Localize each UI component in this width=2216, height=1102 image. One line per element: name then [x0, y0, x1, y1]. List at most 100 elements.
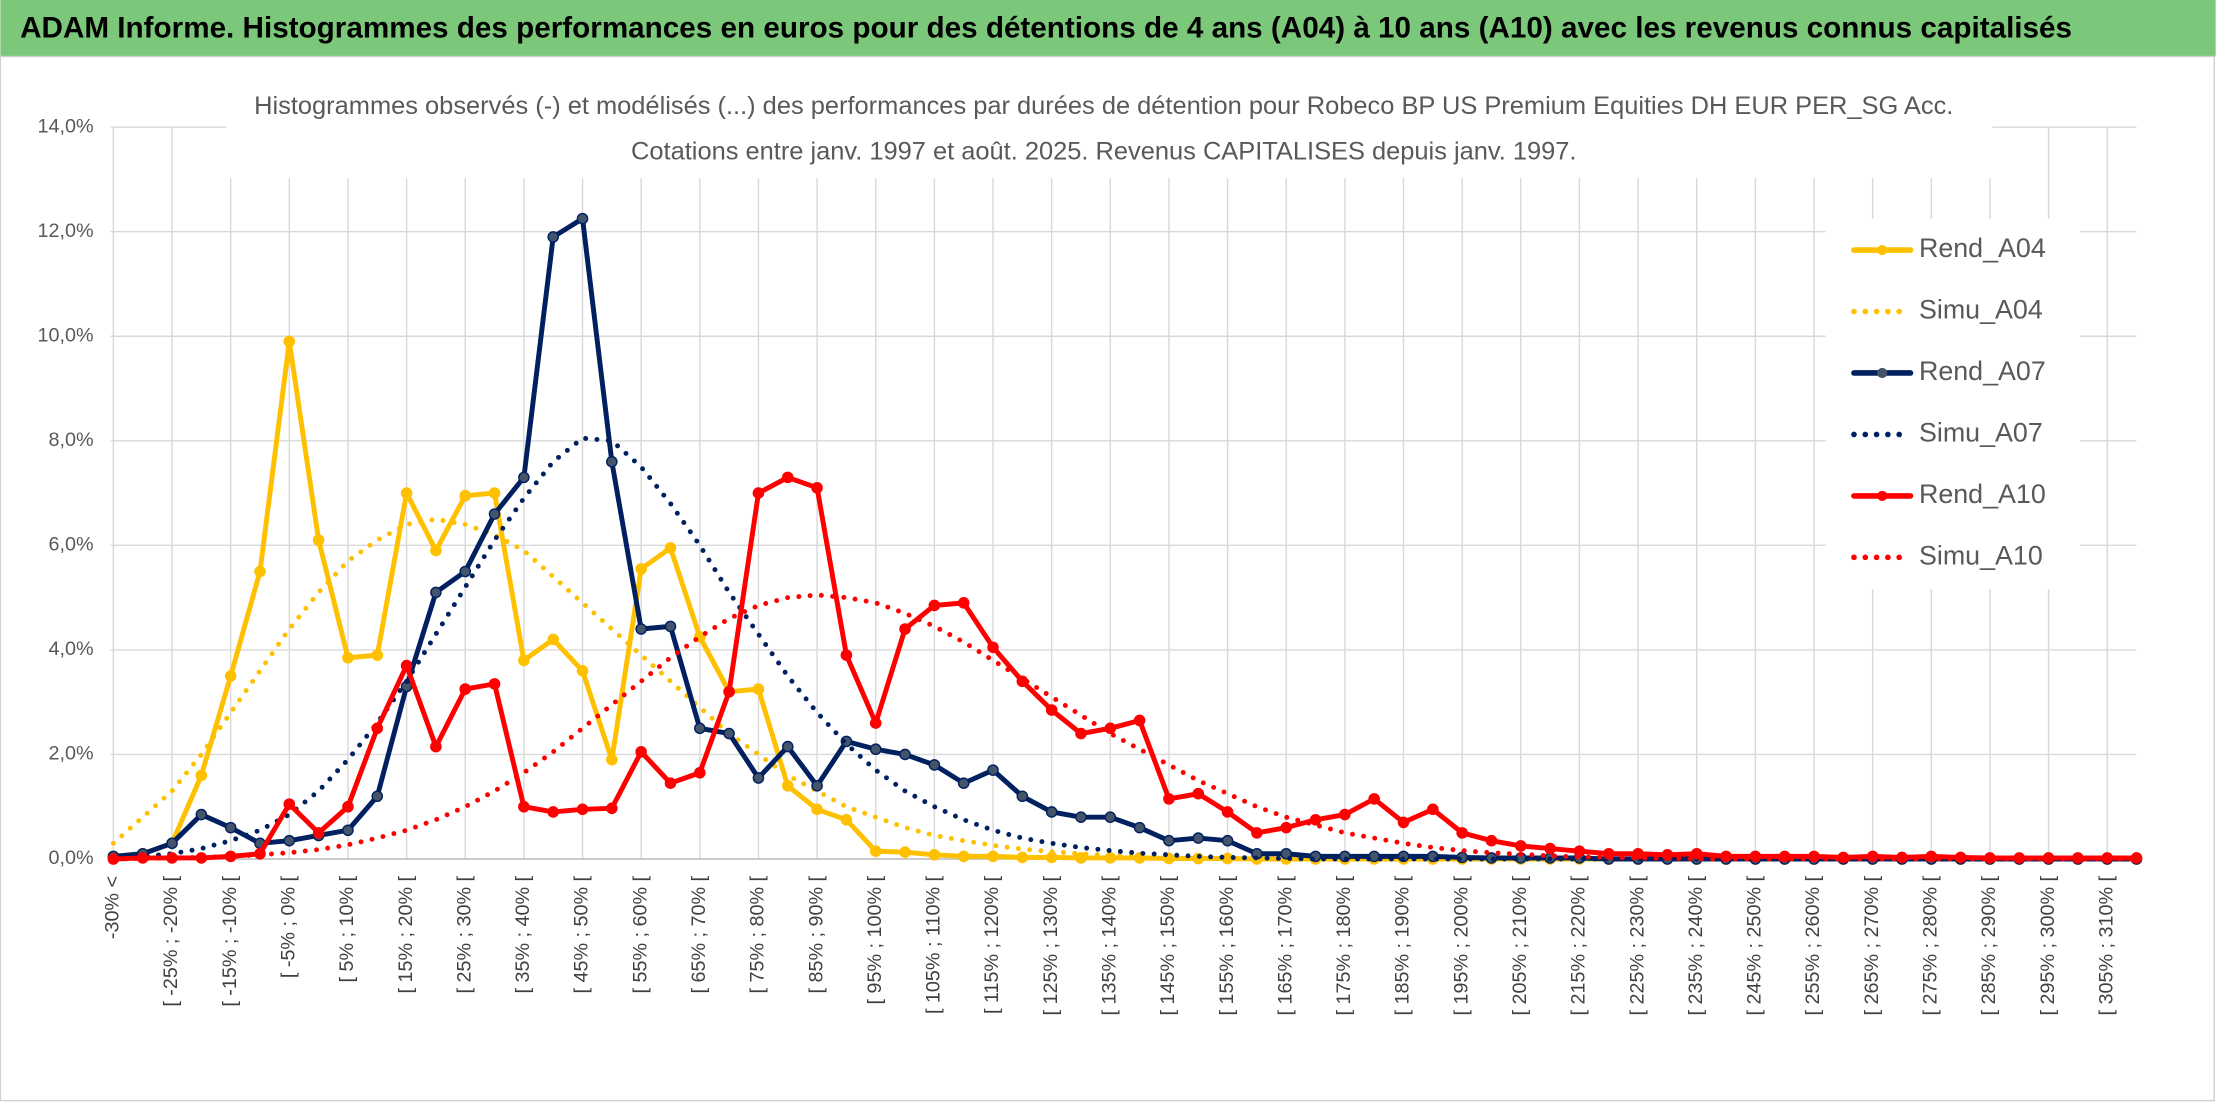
- series-marker: [1075, 811, 1087, 823]
- x-tick-label: [ 65% ; 70% [: [688, 875, 710, 993]
- series-marker: [400, 659, 413, 672]
- legend-marker: [1877, 244, 1888, 256]
- series-marker: [224, 821, 237, 834]
- chart-subtitle: Cotations entre janv. 1997 et août. 2025…: [631, 137, 1576, 165]
- series-marker: [1251, 827, 1263, 839]
- series-marker: [811, 482, 823, 494]
- x-tick-label: [ 215% ; 220% [: [1568, 875, 1590, 1015]
- series-marker: [1309, 813, 1322, 826]
- series-marker: [283, 834, 296, 847]
- series-marker: [547, 231, 559, 243]
- series-marker: [254, 565, 266, 578]
- series-marker: [166, 837, 178, 850]
- series-marker: [1485, 834, 1498, 847]
- series-marker: [1397, 816, 1410, 829]
- series-marker: [459, 489, 472, 502]
- series-marker: [1133, 821, 1146, 834]
- y-tick-label: 12,0%: [38, 220, 94, 242]
- x-tick-label: [ 245% ; 250% [: [1744, 875, 1766, 1015]
- series-marker: [312, 534, 325, 546]
- series-marker: [283, 335, 296, 348]
- legend-label: Simu_A04: [1919, 295, 2043, 325]
- x-tick-label: [ 145% ; 150% [: [1157, 875, 1179, 1015]
- series-marker: [1016, 790, 1029, 803]
- plot: 0,0% 2,0% 4,0% 6,0% 8,0% 10,0% 12,0% 14,0% -30% …: [38, 115, 2143, 1015]
- series-line: [110, 474, 2140, 862]
- series-marker: [1163, 793, 1175, 805]
- x-tick-label: -30% <: [102, 876, 124, 939]
- series-marker: [635, 746, 647, 758]
- x-tick-label: [ 275% ; 280% [: [1920, 875, 1942, 1015]
- series-marker: [1133, 714, 1146, 727]
- x-tick-label: [ 85% ; 90% [: [805, 875, 827, 993]
- series-marker: [1163, 834, 1175, 847]
- series-marker: [869, 743, 882, 756]
- series-marker: [1104, 722, 1117, 735]
- series-marker: [987, 850, 999, 863]
- y-tick-label: 10,0%: [38, 324, 94, 346]
- series-line: [110, 592, 2140, 862]
- x-tick-label: [ -15% ; -10% [: [219, 875, 241, 1006]
- y-tick-label: 6,0%: [49, 534, 94, 556]
- series-marker: [1456, 827, 1468, 839]
- x-tick-label: [ 45% ; 50% [: [571, 875, 593, 993]
- series-marker: [1045, 806, 1058, 818]
- legend-marker: [1877, 367, 1888, 379]
- series-marker: [957, 850, 970, 863]
- series-marker: [518, 471, 530, 484]
- series-marker: [1544, 842, 1556, 855]
- series-marker: [576, 803, 589, 816]
- series-marker: [723, 685, 735, 698]
- series-marker: [1045, 704, 1058, 716]
- series-marker: [195, 808, 208, 821]
- y-tick-label: 4,0%: [49, 638, 94, 660]
- series-marker: [987, 764, 999, 776]
- x-tick-label: [ 305% ; 310% [: [2095, 875, 2117, 1015]
- series-marker: [928, 759, 941, 771]
- x-tick-label: [ 55% ; 60% [: [629, 875, 651, 993]
- series-marker: [488, 508, 501, 520]
- series-marker: [430, 544, 442, 557]
- legend-label: Simu_A10: [1919, 540, 2043, 570]
- series-marker: [371, 790, 384, 803]
- y-tick-label: 8,0%: [49, 429, 94, 451]
- x-tick-label: [ 255% ; 260% [: [1802, 875, 1824, 1015]
- series-marker: [664, 620, 677, 633]
- legend-marker: [1877, 490, 1888, 501]
- x-tick-label: [ 205% ; 210% [: [1509, 875, 1531, 1015]
- x-tick-label: [ 15% ; 20% [: [395, 875, 417, 993]
- series-marker: [694, 722, 706, 735]
- series-marker: [840, 649, 853, 661]
- series-marker: [606, 455, 618, 468]
- series-marker: [312, 827, 325, 839]
- x-tick-label: [ 295% ; 300% [: [2037, 875, 2059, 1015]
- x-tick-label: [ 35% ; 40% [: [512, 875, 534, 993]
- series-marker: [459, 683, 472, 695]
- series-marker: [752, 683, 765, 695]
- series-marker: [957, 777, 970, 789]
- series-marker: [899, 748, 911, 761]
- series-marker: [869, 717, 882, 729]
- series-marker: [547, 806, 559, 818]
- series-marker: [606, 802, 618, 815]
- series-marker: [1104, 811, 1117, 823]
- series-marker: [781, 471, 794, 484]
- series-marker: [957, 597, 970, 609]
- x-tick-label: [ 95% ; 100% [: [864, 875, 886, 1004]
- series-marker: [1221, 806, 1234, 818]
- title-background: [226, 84, 1993, 179]
- series-marker: [1368, 850, 1380, 863]
- legend-label: Rend_A07: [1919, 356, 2046, 386]
- series-marker: [606, 753, 618, 766]
- series-marker: [869, 845, 882, 857]
- series-marker: [694, 766, 706, 779]
- x-tick-label: [ 125% ; 130% [: [1040, 875, 1062, 1015]
- x-tick-label: [ 115% ; 120% [: [981, 875, 1003, 1014]
- page-title: ADAM Informe. Histogrammes des performan…: [20, 11, 2072, 44]
- series-marker: [1192, 832, 1205, 844]
- series-marker: [781, 740, 794, 753]
- series-marker: [1632, 847, 1644, 860]
- series-marker: [752, 772, 765, 784]
- x-tick-label: [ 285% ; 290% [: [1978, 875, 2000, 1015]
